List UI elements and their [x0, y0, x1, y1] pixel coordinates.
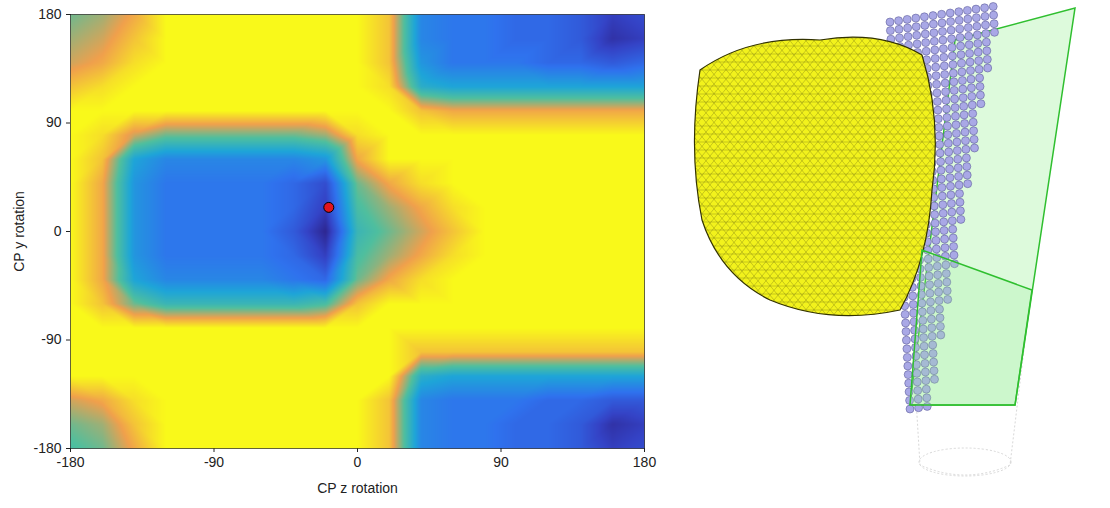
- svg-text:-90: -90: [41, 331, 61, 347]
- svg-text:90: 90: [493, 454, 509, 470]
- svg-text:-90: -90: [204, 454, 224, 470]
- svg-text:0: 0: [354, 454, 362, 470]
- svg-text:-180: -180: [56, 454, 84, 470]
- svg-text:CP z rotation: CP z rotation: [317, 480, 398, 496]
- svg-text:90: 90: [46, 114, 62, 130]
- svg-text:CP y rotation: CP y rotation: [11, 191, 27, 272]
- svg-text:180: 180: [633, 454, 657, 470]
- svg-text:180: 180: [38, 6, 62, 22]
- svg-text:0: 0: [54, 223, 62, 239]
- svg-text:-180: -180: [33, 440, 62, 456]
